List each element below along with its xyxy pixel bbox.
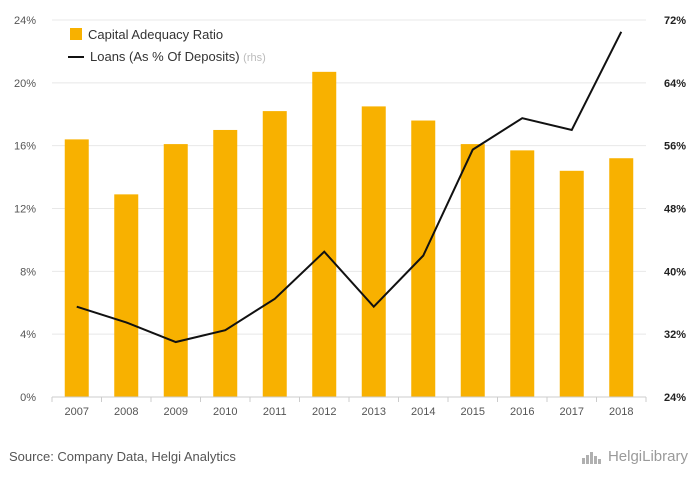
y-right-tick-label: 32% [664,329,686,341]
x-tick-label: 2017 [560,406,584,418]
y-right-tick-label: 48% [664,204,686,216]
chart-svg: 0% 4% 8% 12% 16% 20% 24% 24% 32% 40% 48% 56% 64% 72% 2… [14,15,686,418]
helgi-logo-icon [581,451,601,464]
legend-swatch-bar [70,28,82,40]
bar [64,139,89,397]
y-right-tick-label: 64% [664,78,686,90]
legend-label-line: Loans (As % Of Deposits) (rhs) [90,49,266,64]
x-tick-label: 2008 [114,406,138,418]
bar [163,144,188,397]
line-series [76,31,623,344]
x-tick-label: 2015 [461,406,485,418]
x-tick-label: 2018 [609,406,633,418]
y-left-tick-label: 16% [14,141,36,153]
y-left-tick-label: 20% [14,78,36,90]
source-note: Source: Company Data, Helgi Analytics [9,449,236,464]
y-left-tick-label: 8% [20,266,36,278]
x-tick-label: 2013 [362,406,386,418]
y-right-tick-label: 56% [664,141,686,153]
x-tick-label: 2011 [263,406,287,418]
x-tick-label: 2007 [65,406,89,418]
x-tick-label: 2014 [411,406,435,418]
bar [262,111,287,397]
legend-rhs-suffix: (rhs) [243,52,266,64]
bar [609,158,634,397]
bar [460,144,485,397]
y-left-tick-label: 0% [20,392,36,404]
bar [510,150,535,397]
bar [559,170,584,397]
y-left-tick-label: 4% [20,329,36,341]
bar [213,129,238,398]
bar [312,71,337,398]
y-left-tick-label: 12% [14,204,36,216]
x-tick-label: 2016 [510,406,534,418]
bar [361,106,386,397]
bar [411,120,436,398]
legend-label-bar: Capital Adequacy Ratio [88,27,223,42]
y-left-tick-label: 24% [14,15,36,27]
x-tick-label: 2010 [213,406,237,418]
bar [114,194,139,397]
y-right-tick-label: 40% [664,266,686,278]
x-tick-label: 2012 [312,406,336,418]
y-right-tick-label: 72% [664,15,686,27]
brand[interactable]: HelgiLibrary [581,448,688,465]
brand-label: HelgiLibrary [607,448,688,465]
y-right-tick-label: 24% [664,392,686,404]
x-tick-label: 2009 [164,406,188,418]
